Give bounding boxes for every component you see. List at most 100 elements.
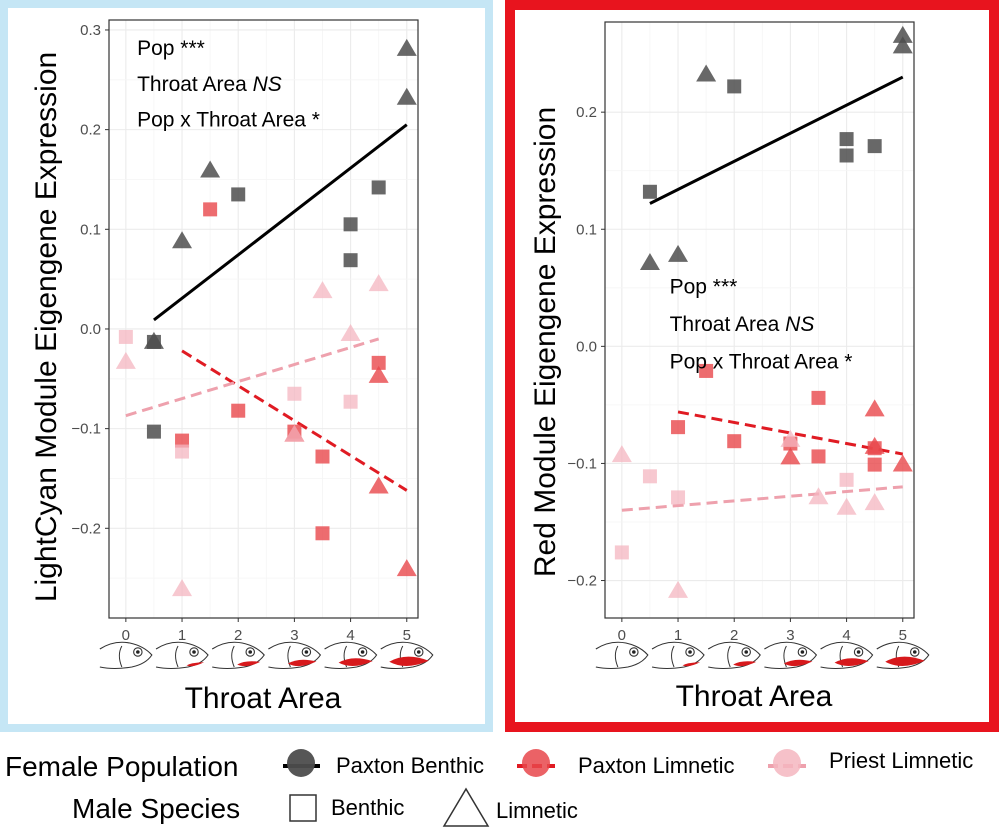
y-tick-label: 0.2 <box>576 104 597 121</box>
x-ticks: 0 1 2 3 4 5 <box>122 618 411 644</box>
red-panel: 0.2 0.1 0.0 −0.1 −0.2 0 1 2 3 4 5 Red Module Eige… <box>529 21 930 713</box>
fish-throat-icons <box>595 641 930 670</box>
point-paxton-benthic-triangle <box>396 87 417 105</box>
fish-icon <box>876 641 930 670</box>
y-tick-label: −0.1 <box>567 455 597 472</box>
x-ticks: 0 1 2 3 4 5 <box>618 618 907 644</box>
fish-icon <box>380 641 434 670</box>
point-paxton-limnetic-square <box>699 363 714 378</box>
point-paxton-benthic-square <box>642 184 657 199</box>
point-paxton-benthic-triangle <box>200 160 221 178</box>
plot-border <box>604 21 915 619</box>
y-axis-title: Red Module Eigengene Expression <box>529 107 562 577</box>
fit-line-paxton-benthic <box>153 123 408 322</box>
point-paxton-limnetic-square <box>671 420 686 435</box>
annotation-line: Pop *** <box>670 275 738 298</box>
legend-label-paxton-limnetic: Paxton Limnetic <box>578 753 735 778</box>
point-priest-limnetic-square <box>287 386 302 401</box>
point-paxton-benthic-square <box>231 187 246 202</box>
plot-area <box>109 20 418 618</box>
point-priest-limnetic-triangle <box>836 497 857 515</box>
point-paxton-benthic-square <box>727 79 742 94</box>
lightcyan-panel: 0.3 0.2 0.1 0.0 −0.1 −0.2 0 1 2 3 4 5 LightCyan Mo… <box>30 19 434 715</box>
y-axis-title: LightCyan Module Eigengene Expression <box>30 52 63 602</box>
point-paxton-benthic-triangle <box>396 38 417 56</box>
x-tick-label: 1 <box>178 627 186 644</box>
y-tick-label: 0.2 <box>80 122 101 139</box>
legend: Female Population Paxton Benthic Paxton … <box>5 748 973 827</box>
point-paxton-benthic-triangle <box>892 36 913 54</box>
legend-label-limnetic: Limnetic <box>496 798 578 823</box>
point-paxton-benthic-triangle <box>639 253 660 271</box>
point-paxton-benthic-triangle <box>892 25 913 43</box>
point-paxton-limnetic-square <box>175 433 190 448</box>
x-tick-label: 1 <box>674 627 682 644</box>
point-priest-limnetic-triangle <box>115 351 136 369</box>
y-tick-label: −0.2 <box>71 520 101 537</box>
annotation-line: Throat Area NS <box>670 313 815 336</box>
point-paxton-limnetic-square <box>727 434 742 449</box>
y-tick-label: 0.1 <box>80 221 101 238</box>
point-paxton-limnetic-triangle <box>892 454 913 472</box>
left-panel-frame <box>0 0 493 732</box>
y-tick-label: 0.1 <box>576 221 597 238</box>
right-panel-frame <box>505 0 999 732</box>
point-paxton-limnetic-square <box>315 526 330 541</box>
legend-key-priest-limnetic <box>768 749 806 777</box>
fish-icon <box>764 641 818 670</box>
point-priest-limnetic-square <box>839 472 854 487</box>
point-paxton-benthic-square <box>146 334 161 349</box>
point-priest-limnetic-triangle <box>340 323 361 341</box>
point-paxton-limnetic-square <box>315 449 330 464</box>
point-paxton-limnetic-triangle <box>396 559 417 577</box>
x-tick-label: 3 <box>786 627 794 644</box>
point-priest-limnetic-triangle <box>172 579 193 597</box>
x-tick-label: 3 <box>290 627 298 644</box>
gridlines <box>605 22 914 618</box>
x-tick-label: 5 <box>403 627 411 644</box>
fish-icon <box>211 641 265 670</box>
point-priest-limnetic-square <box>642 469 657 484</box>
legend-label-paxton-benthic: Paxton Benthic <box>336 753 484 778</box>
legend-label-benthic: Benthic <box>331 795 404 820</box>
point-paxton-limnetic-square <box>203 202 218 217</box>
point-paxton-limnetic-triangle <box>368 476 389 494</box>
stats-annotation: Pop *** Throat Area NS Pop x Throat Area * <box>670 275 853 373</box>
point-paxton-limnetic-square <box>371 355 386 370</box>
point-paxton-limnetic-square <box>811 390 826 405</box>
plot-area <box>605 22 914 618</box>
legend-square-icon <box>289 794 317 822</box>
point-paxton-benthic-square <box>146 424 161 439</box>
stats-annotation: Pop *** Throat Area NS Pop x Throat Area * <box>137 37 320 132</box>
point-paxton-benthic-square <box>839 148 854 163</box>
point-paxton-benthic-square <box>867 139 882 154</box>
x-tick-label: 4 <box>346 627 354 644</box>
fish-icon <box>651 641 705 670</box>
point-paxton-limnetic-triangle <box>780 447 801 465</box>
point-priest-limnetic-triangle <box>864 493 885 511</box>
fish-throat-icons <box>99 641 434 670</box>
legend-species-title: Male Species <box>72 793 240 824</box>
y-tick-label: −0.1 <box>71 421 101 438</box>
y-tick-label: −0.2 <box>567 573 597 590</box>
gridlines <box>109 20 418 618</box>
fish-icon <box>707 641 761 670</box>
point-priest-limnetic-square <box>671 490 686 505</box>
point-priest-limnetic-square <box>175 444 190 459</box>
point-priest-limnetic-square <box>343 394 358 409</box>
point-priest-limnetic-triangle <box>368 274 389 292</box>
data-points <box>115 38 417 597</box>
fit-line-paxton-limnetic <box>181 349 408 492</box>
legend-population-title: Female Population <box>5 751 238 782</box>
annotation-line: Pop x Throat Area * <box>137 109 320 132</box>
annotation-line: Pop x Throat Area * <box>670 350 853 373</box>
point-paxton-benthic-square <box>343 217 358 232</box>
fish-icon <box>324 641 378 670</box>
fit-lines <box>125 123 408 492</box>
x-tick-label: 2 <box>730 627 738 644</box>
legend-triangle-icon <box>442 787 490 827</box>
x-tick-label: 4 <box>842 627 850 644</box>
x-tick-label: 0 <box>122 627 130 644</box>
point-paxton-benthic-square <box>343 253 358 268</box>
